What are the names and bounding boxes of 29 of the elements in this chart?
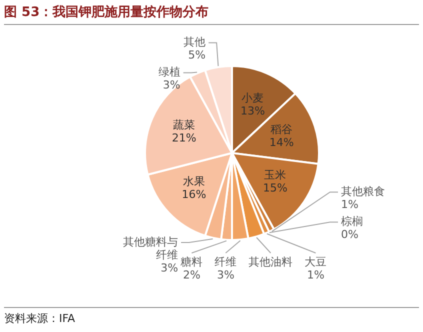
slice-label: 糖料: [180, 255, 203, 268]
slice-label: 蔬菜: [173, 118, 196, 132]
chart-title: 图 53：我国钾肥施用量按作物分布: [4, 2, 419, 25]
data-label: 3%: [216, 268, 234, 282]
slice-label: 其他粮食: [341, 185, 385, 198]
slice-label: 水果: [182, 175, 205, 188]
data-label: 1%: [306, 268, 324, 282]
text: 0%: [341, 228, 358, 241]
slice-label: 其他油料: [248, 255, 293, 268]
slice-label: 绿植: [158, 66, 180, 79]
slice-label: 玉米: [264, 168, 286, 182]
data-label: 15%: [262, 182, 288, 195]
slice-label: 其他糖料与纤维: [123, 235, 178, 262]
text: 资料来源：IFA: [4, 307, 419, 326]
data-label: 14%: [269, 136, 294, 150]
data-label: 16%: [182, 188, 206, 202]
data-label: 21%: [172, 132, 196, 145]
data-label: 3%: [160, 261, 178, 274]
data-label: 5%: [188, 48, 206, 62]
slice-label: 纤维: [214, 255, 237, 268]
category-label: 棕榈: [341, 215, 363, 228]
data-label: 2%: [182, 268, 200, 282]
data-label: 13%: [240, 104, 265, 118]
slice-label: 其他: [184, 36, 206, 49]
slice-label: 稻谷: [270, 123, 293, 136]
data-label: 1%: [341, 198, 358, 211]
data-label: 3%: [162, 78, 180, 92]
slice-label: 大豆: [304, 255, 327, 268]
slice-label: 小麦: [242, 91, 264, 104]
